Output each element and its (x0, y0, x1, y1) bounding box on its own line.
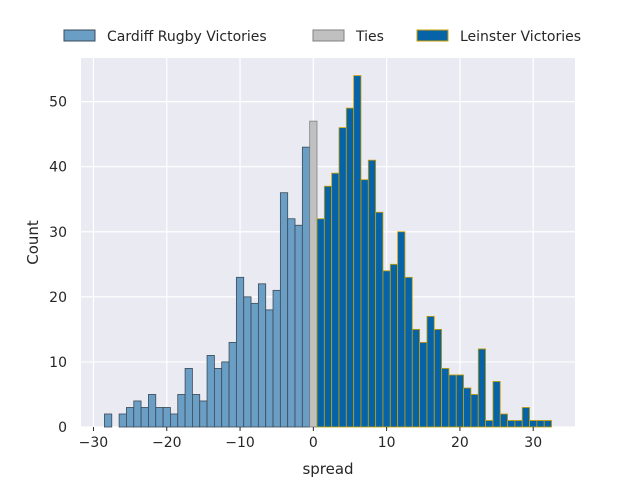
histogram-bar (148, 394, 157, 428)
x-tick-label: 30 (524, 435, 542, 451)
y-tick-label: 50 (49, 95, 67, 111)
x-tick-label: 0 (309, 435, 318, 451)
histogram-bar (426, 315, 435, 428)
histogram-bar (543, 420, 552, 428)
x-axis-ticks: −30 −20 −10 0 10 20 30 (79, 427, 542, 451)
histogram-bar (118, 413, 127, 428)
legend-swatch (312, 29, 345, 42)
legend: Cardiff Rugby Victories Ties Leinster Vict… (63, 29, 581, 45)
histogram-bar (133, 400, 142, 428)
histogram-bar (485, 420, 494, 428)
histogram-bar (192, 394, 201, 428)
histogram-bar (345, 107, 355, 428)
histogram-bar (199, 400, 208, 428)
histogram-bar (228, 341, 237, 428)
histogram-bar (162, 407, 171, 428)
histogram-bar (316, 218, 325, 428)
histogram-bar (499, 413, 508, 428)
histogram-bar (301, 146, 311, 428)
y-tick-label: 0 (58, 420, 67, 436)
histogram-bar (126, 407, 135, 428)
histogram-bar (177, 394, 186, 428)
histogram-bar (353, 75, 362, 428)
histogram-bar (257, 283, 267, 428)
histogram-bar (470, 394, 479, 428)
histogram-bar (477, 348, 486, 428)
histogram-bar (272, 289, 281, 428)
y-tick-label: 20 (49, 290, 67, 306)
histogram-bar (104, 413, 113, 428)
histogram-bar (338, 127, 347, 428)
legend-swatch (416, 29, 449, 42)
histogram-bar (243, 296, 252, 428)
y-axis-label: Count (24, 220, 42, 265)
y-tick-label: 40 (49, 160, 67, 176)
legend-swatch (63, 29, 96, 42)
histogram-bar (521, 407, 530, 428)
histogram-bar (309, 120, 318, 428)
histogram-bar (404, 276, 413, 428)
histogram-bar (155, 407, 164, 428)
histogram-bar (492, 381, 501, 428)
x-tick-label: 10 (378, 435, 396, 451)
histogram-bar (529, 420, 538, 428)
histogram-bar (184, 368, 193, 428)
histogram-bar (463, 387, 472, 428)
histogram-bar (382, 270, 391, 428)
histogram-bar (213, 368, 223, 428)
histogram-bar (367, 159, 377, 428)
x-axis-label: spread (302, 460, 353, 478)
x-tick-label: −30 (79, 435, 109, 451)
histogram-bar (279, 192, 289, 428)
x-tick-label: 20 (451, 435, 469, 451)
histogram-bar (507, 420, 516, 428)
histogram-bar (389, 263, 399, 428)
legend-label: Cardiff Rugby Victories (107, 29, 267, 45)
histogram-bar (455, 374, 464, 428)
histogram-bars (104, 75, 552, 428)
histogram-bar (419, 341, 428, 428)
histogram-bar (235, 276, 245, 428)
histogram-bar (170, 413, 179, 428)
legend-label: Leinster Victories (460, 29, 581, 45)
histogram-bar (441, 368, 450, 428)
histogram-bar (265, 309, 274, 428)
histogram-bar (514, 420, 523, 428)
histogram-bar (397, 231, 406, 428)
y-tick-label: 10 (49, 355, 67, 371)
histogram-bar (294, 224, 303, 428)
histogram-bar (206, 355, 215, 428)
y-tick-label: 30 (49, 225, 67, 241)
histogram-bar (323, 185, 333, 428)
x-tick-label: −20 (152, 435, 182, 451)
histogram-bar (287, 218, 296, 428)
histogram-bar (360, 179, 369, 428)
histogram-bar (221, 361, 230, 428)
y-axis-ticks: 0 10 20 30 40 50 (49, 95, 67, 436)
histogram-bar (140, 407, 149, 428)
x-tick-label: −10 (225, 435, 255, 451)
histogram-bar (448, 374, 457, 428)
histogram-bar (433, 328, 443, 428)
histogram-bar (250, 302, 259, 428)
histogram-bar (375, 211, 384, 428)
histogram-bar (331, 172, 340, 428)
histogram-bar (411, 328, 421, 428)
histogram-bar (536, 420, 545, 428)
legend-label: Ties (355, 29, 384, 45)
